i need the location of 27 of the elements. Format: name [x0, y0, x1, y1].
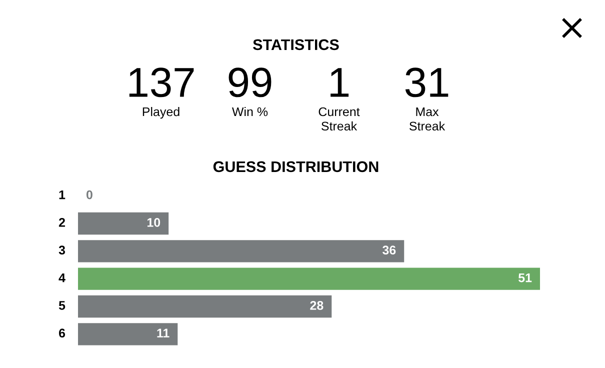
- data-label: 137: [129, 68, 194, 98]
- bar: [78, 295, 332, 318]
- bar: [78, 240, 404, 262]
- y-tick-label: 6: [58, 328, 66, 338]
- y-tick-label: 5: [58, 301, 66, 310]
- y-tick-label: 4: [58, 273, 66, 282]
- bar: [78, 212, 169, 235]
- bar: [78, 323, 178, 346]
- data-label: 51: [518, 273, 532, 282]
- bar: [78, 268, 540, 290]
- y-tick-label: 3: [58, 246, 66, 255]
- category-label: Max Streak: [410, 107, 446, 131]
- text: STATISTICS: [253, 39, 339, 50]
- data-label: 36: [382, 246, 396, 255]
- data-label: 1: [330, 68, 349, 97]
- data-label: 99: [228, 68, 272, 98]
- category-label: Played: [142, 107, 180, 119]
- data-label: 28: [310, 301, 324, 310]
- data-label: 0: [86, 190, 92, 200]
- data-label: 10: [147, 218, 160, 227]
- data-label: 11: [157, 328, 170, 338]
- category-label: Current Streak: [318, 107, 360, 131]
- y-tick-label: 1: [59, 190, 66, 200]
- data-label: 31: [405, 68, 448, 98]
- y-tick-label: 2: [58, 218, 65, 227]
- category-label: Win %: [232, 107, 268, 116]
- chart-title: GUESS DISTRIBUTION: [213, 161, 378, 172]
